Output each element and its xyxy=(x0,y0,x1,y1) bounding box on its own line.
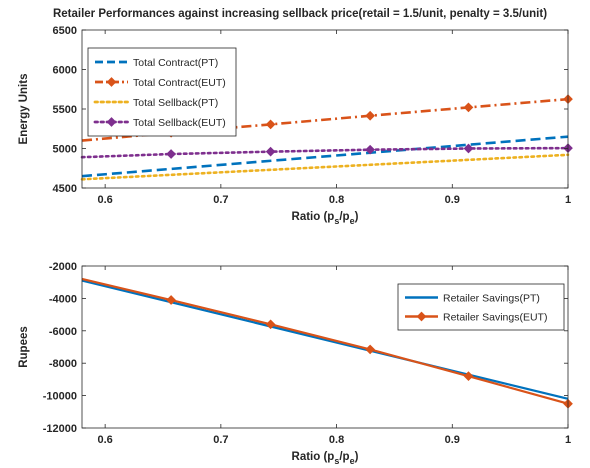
series-line xyxy=(81,277,569,405)
legend-entry: Total Contract(EUT) xyxy=(133,77,226,89)
data-point xyxy=(265,146,276,157)
x-tick-label: 1 xyxy=(565,434,571,446)
y-tick-label: 5000 xyxy=(53,144,77,156)
series-retailer-savings-eut xyxy=(81,277,573,409)
legend-box xyxy=(397,283,565,331)
series-line xyxy=(81,279,569,400)
legend-entry: Retailer Savings(EUT) xyxy=(443,311,547,323)
y-tick-label: 6500 xyxy=(53,25,77,37)
y-tick-label: -8000 xyxy=(49,358,77,370)
x-tick-label: 0.9 xyxy=(445,434,460,446)
data-point xyxy=(265,319,276,330)
data-point xyxy=(463,102,474,113)
legend-entry: Total Contract(PT) xyxy=(133,57,218,69)
y-tick-label: -4000 xyxy=(49,293,77,305)
series-line xyxy=(81,135,569,178)
legend-marker xyxy=(106,77,117,87)
x-tick-label: 0.9 xyxy=(445,194,460,206)
x-tick-label: 0.7 xyxy=(213,434,228,446)
data-point xyxy=(365,144,375,155)
series-total-sellback-pt xyxy=(80,153,570,181)
legend-marker xyxy=(416,311,427,322)
x-axis-label: Ratio (ps/pe) xyxy=(292,211,359,226)
legend-marker xyxy=(106,117,117,127)
x-tick-label: 0.8 xyxy=(329,434,344,446)
series-retailer-savings-pt xyxy=(81,279,569,400)
axes-frame xyxy=(81,265,569,429)
data-point xyxy=(166,295,176,305)
chart-bottom: 0.6 0.7 0.8 0.9 1 -12000 -10000 -8000 -6000 -4000… xyxy=(18,261,573,466)
y-tick-label: 5500 xyxy=(53,104,77,116)
y-axis-label: Energy Units xyxy=(18,74,30,145)
y-tick-label: 6000 xyxy=(53,65,77,77)
series-total-contract-pt xyxy=(81,135,569,178)
series-line xyxy=(80,146,570,159)
legend: Retailer Savings(PT) Retailer Savings(EUT… xyxy=(397,283,565,331)
series-line xyxy=(80,153,570,181)
legend-entry: Total Sellback(EUT) xyxy=(133,117,226,129)
data-point xyxy=(166,149,176,159)
data-point xyxy=(365,344,375,355)
chart-top: 0.6 0.7 0.8 0.9 1 4500 5000 5500 6000 6500 Ratio (… xyxy=(18,25,573,226)
x-tick-label: 0.6 xyxy=(97,194,112,206)
y-tick-label: -6000 xyxy=(49,326,77,338)
y-tick-label: -2000 xyxy=(49,261,77,273)
x-tick-label: 0.8 xyxy=(329,194,344,206)
y-tick-label: 4500 xyxy=(53,183,77,195)
legend-entry: Total Sellback(PT) xyxy=(133,97,218,109)
legend-entry: Retailer Savings(PT) xyxy=(443,292,540,304)
data-point xyxy=(265,119,276,130)
x-tick-label: 0.6 xyxy=(97,434,112,446)
x-tick-label: 1 xyxy=(565,194,571,206)
x-tick-label: 0.7 xyxy=(213,194,228,206)
figure-title: Retailer Performances against increasing… xyxy=(53,8,547,20)
data-point xyxy=(463,143,474,154)
data-point xyxy=(365,110,375,121)
legend: Total Contract(PT) Total Contract(EUT) Tot… xyxy=(87,47,237,137)
y-tick-label: -10000 xyxy=(43,391,77,403)
y-tick-label: -12000 xyxy=(43,423,77,435)
x-axis-label: Ratio (ps/pe) xyxy=(292,451,359,466)
y-axis-label: Rupees xyxy=(18,326,30,368)
data-point xyxy=(463,371,474,382)
